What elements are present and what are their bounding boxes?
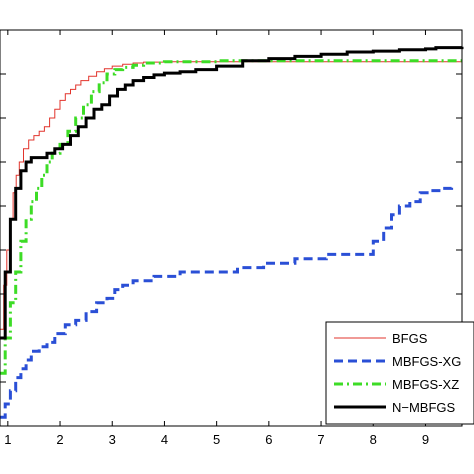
x-tick-label: 8 bbox=[370, 432, 377, 447]
x-tick-label: 2 bbox=[56, 432, 63, 447]
plot-frame bbox=[0, 29, 463, 427]
series-line-mbfgs-xg bbox=[0, 184, 454, 419]
legend-label: MBFGS-XG bbox=[392, 354, 461, 369]
x-tick-label: 3 bbox=[109, 432, 116, 447]
axis-layer: 1 2 3 4 5 6 7 8 9 bbox=[0, 29, 463, 447]
series-line-n-mbfgs bbox=[0, 46, 464, 340]
x-tick-label: 4 bbox=[161, 432, 168, 447]
series-line-mbfgs-xz bbox=[0, 59, 462, 375]
legend-label: BFGS bbox=[392, 331, 428, 346]
x-tick-label: 6 bbox=[265, 432, 272, 447]
x-tick-label: 1 bbox=[4, 432, 11, 447]
series-layer bbox=[0, 46, 464, 419]
x-tick-label: 7 bbox=[317, 432, 324, 447]
legend: BFGS MBFGS-XG MBFGS-XZ N−MBFGS bbox=[325, 321, 474, 425]
legend-label: N−MBFGS bbox=[392, 400, 456, 415]
x-tick-label: 9 bbox=[422, 432, 429, 447]
legend-label: MBFGS-XZ bbox=[392, 377, 459, 392]
x-tick-label: 5 bbox=[213, 432, 220, 447]
